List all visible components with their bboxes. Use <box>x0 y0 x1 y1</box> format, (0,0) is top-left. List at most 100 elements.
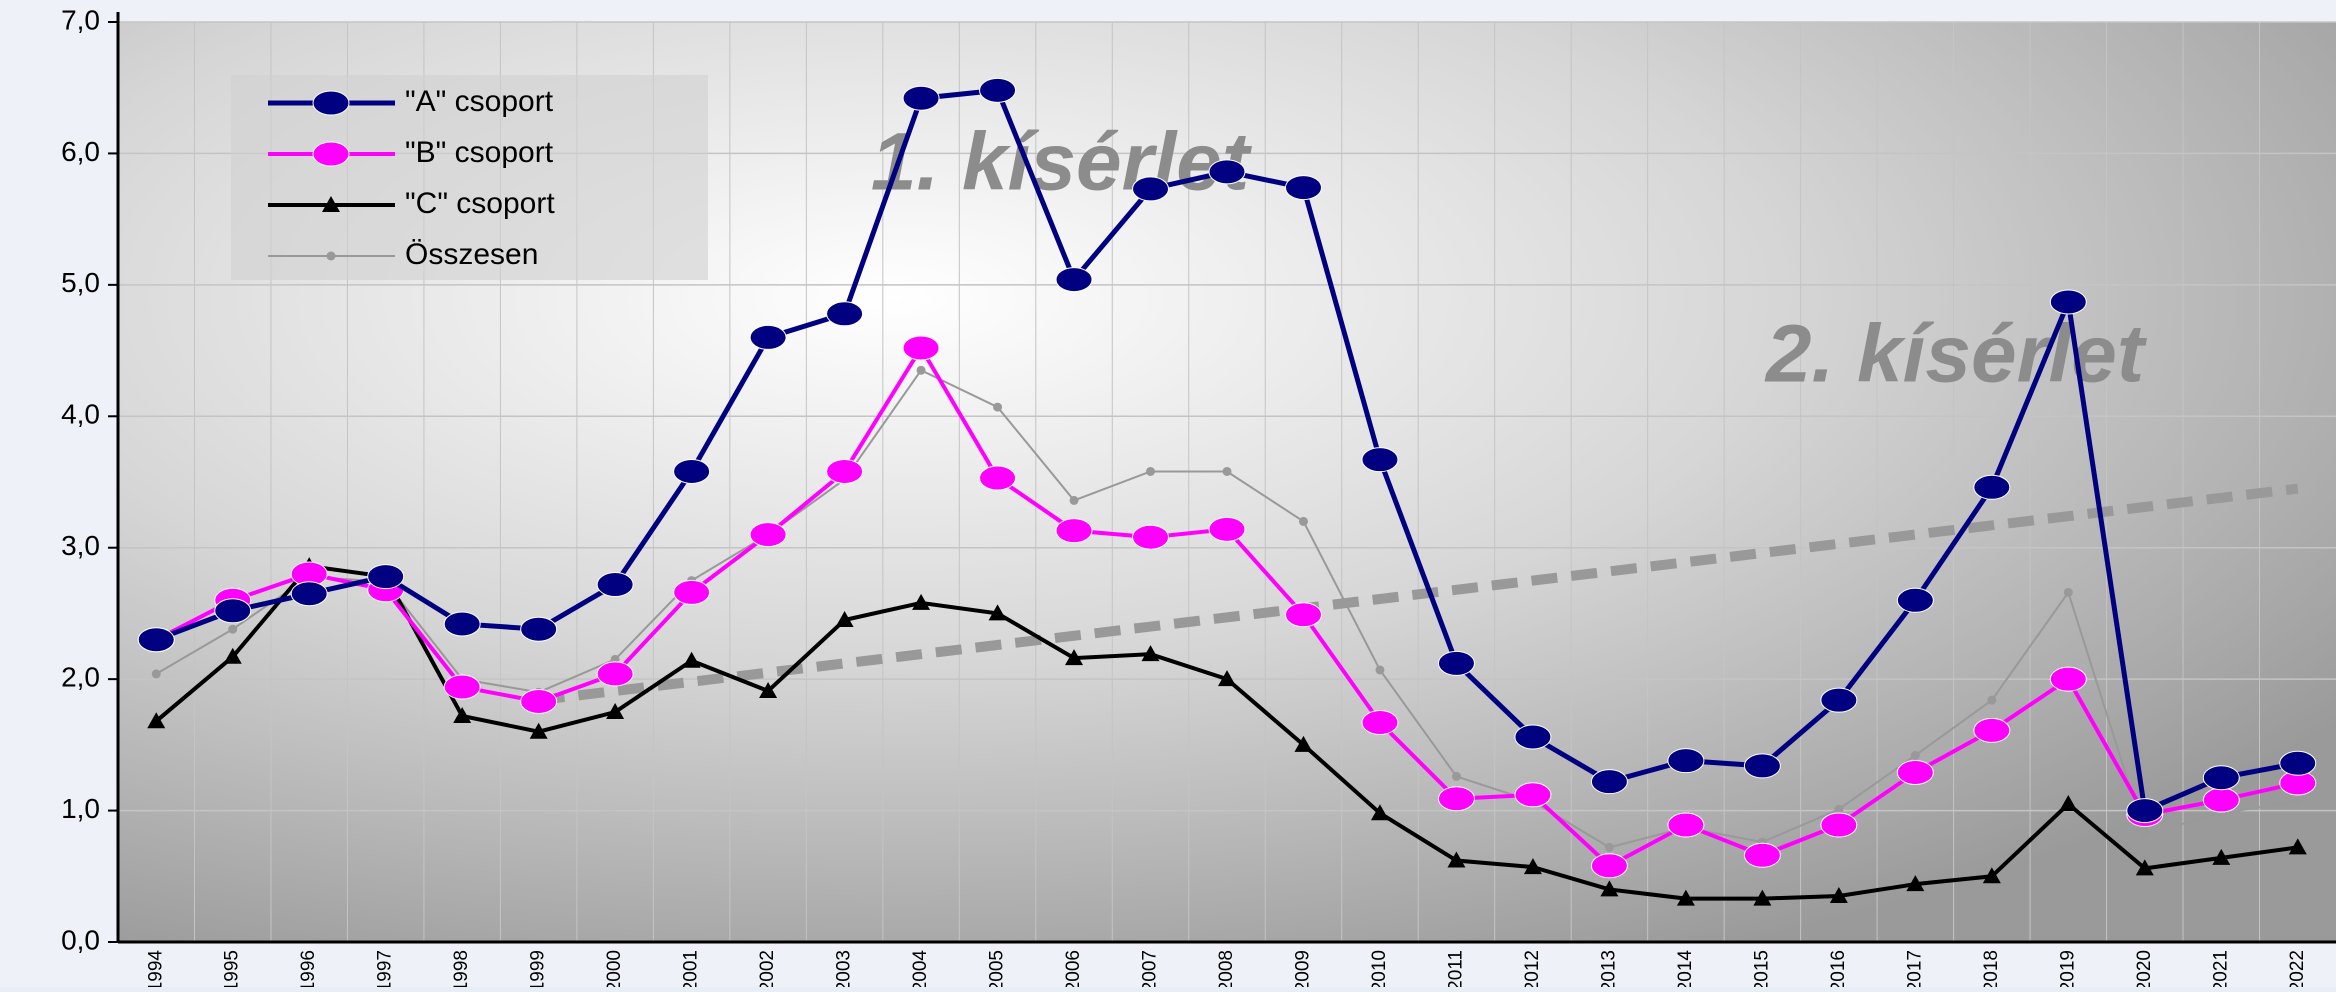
data-point <box>1514 724 1552 750</box>
data-point <box>1514 782 1552 808</box>
data-point <box>529 722 548 739</box>
series <box>137 77 2317 824</box>
data-point <box>902 85 940 111</box>
x-tick-label: 2021 <box>2210 950 2231 987</box>
x-tick-label: 1996 <box>298 950 319 987</box>
data-point <box>2049 666 2087 692</box>
data-point <box>1146 466 1156 476</box>
data-point <box>1604 842 1614 852</box>
data-point <box>1451 771 1461 781</box>
data-point <box>1298 516 1308 526</box>
x-tick-label: 2013 <box>1598 950 1619 987</box>
legend-marker <box>326 251 336 261</box>
data-point <box>1667 812 1705 838</box>
data-point <box>1294 735 1313 752</box>
legend-label: "B" csoport <box>405 136 554 169</box>
x-tick-label: 2003 <box>834 950 855 987</box>
data-point <box>520 616 558 642</box>
x-tick-label: 2012 <box>1522 950 1543 987</box>
data-point <box>290 581 328 607</box>
data-point <box>1132 524 1170 550</box>
data-point <box>1361 447 1399 473</box>
x-tick-label: 2010 <box>1369 950 1390 987</box>
data-point <box>137 627 175 653</box>
y-tick-label: 1,0 <box>61 793 100 824</box>
data-point <box>2279 750 2317 776</box>
x-tick-label: 2006 <box>1063 950 1084 987</box>
annotation: 2. kísérlet <box>1764 309 2148 400</box>
data-point <box>1361 710 1399 736</box>
data-point <box>2049 289 2087 315</box>
data-point <box>1208 159 1246 185</box>
data-point <box>1284 175 1322 201</box>
data-point <box>1055 518 1093 544</box>
data-point <box>1590 769 1628 795</box>
legend-label: Összesen <box>405 238 538 271</box>
data-point <box>453 706 472 723</box>
y-tick-label: 6,0 <box>61 136 100 167</box>
data-point <box>916 365 926 375</box>
legend-marker <box>312 90 350 116</box>
data-point <box>1055 267 1093 293</box>
x-tick-label: 2016 <box>1828 950 1849 987</box>
data-point <box>1218 670 1236 687</box>
x-tick-label: 1999 <box>528 950 549 987</box>
data-point <box>1743 842 1781 868</box>
data-point <box>2063 587 2073 597</box>
data-point <box>749 324 787 350</box>
y-tick-label: 3,0 <box>61 530 100 561</box>
x-tick-label: 2001 <box>681 950 702 987</box>
data-point <box>1982 867 2001 884</box>
data-point <box>2212 848 2231 865</box>
data-point <box>596 661 634 687</box>
data-point <box>1906 875 1925 892</box>
x-tick-label: 2004 <box>910 950 931 987</box>
data-point <box>2059 795 2078 811</box>
data-point <box>1447 851 1466 868</box>
data-point <box>1208 516 1246 542</box>
data-point <box>2202 765 2240 791</box>
data-point <box>988 604 1007 621</box>
data-point <box>2202 787 2240 813</box>
data-point <box>1222 466 1232 476</box>
data-point <box>1437 650 1475 676</box>
data-point <box>682 651 701 668</box>
y-tick-label: 0,0 <box>61 924 100 955</box>
data-point <box>606 703 625 719</box>
data-point <box>1896 759 1934 785</box>
data-point <box>151 669 161 679</box>
x-tick-label: 2002 <box>757 950 778 987</box>
x-tick-label: 2008 <box>1216 950 1237 987</box>
data-point <box>1132 176 1170 202</box>
data-point <box>596 572 634 598</box>
data-point <box>2293 796 2303 806</box>
data-point <box>826 458 864 484</box>
data-point <box>902 335 940 361</box>
x-tick-label: 1997 <box>375 950 396 987</box>
x-tick-label: 1994 <box>145 950 166 987</box>
y-tick-label: 2,0 <box>61 662 100 693</box>
data-point <box>993 402 1003 412</box>
legend-marker <box>312 141 350 167</box>
data-point <box>673 579 711 605</box>
data-point <box>223 647 242 664</box>
data-point <box>1820 687 1858 713</box>
x-tick-label: 2011 <box>1445 950 1466 987</box>
annotation: 1. kísérlet <box>871 117 1253 208</box>
data-point <box>1834 804 1844 814</box>
data-point <box>749 522 787 548</box>
data-point <box>147 712 166 729</box>
data-point <box>1820 812 1858 838</box>
x-tick-label: 2009 <box>1292 950 1313 987</box>
x-tick-label: 2007 <box>1140 950 1161 987</box>
data-point <box>1753 889 1772 906</box>
data-point <box>2140 829 2150 839</box>
x-tick-label: 2015 <box>1751 950 1772 987</box>
data-point <box>520 688 558 714</box>
data-point <box>835 611 854 627</box>
data-point <box>1910 750 1920 760</box>
data-point <box>1284 602 1322 628</box>
trend-line <box>538 483 2299 706</box>
x-tick-label: 2017 <box>1904 950 1925 987</box>
x-tick-label: 2014 <box>1675 950 1696 987</box>
